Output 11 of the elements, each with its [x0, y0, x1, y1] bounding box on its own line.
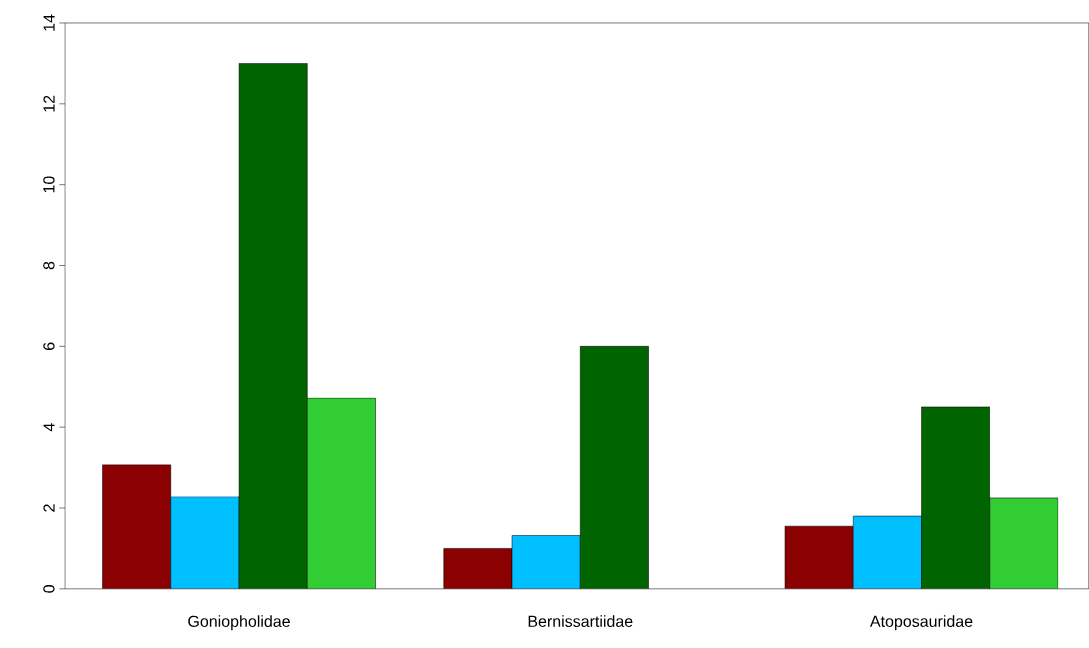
- y-tick-label: 8: [43, 261, 55, 270]
- x-tick-label: Bernissartiidae: [528, 615, 633, 628]
- y-tick-label: 6: [43, 342, 55, 351]
- y-tick-label: 14: [43, 14, 55, 31]
- y-tick-label: 4: [43, 423, 55, 432]
- y-tick-label: 10: [43, 176, 55, 193]
- y-tick-label: 12: [43, 95, 55, 112]
- x-tick-label: Goniopholidae: [188, 615, 290, 631]
- y-tick-label: 0: [43, 585, 55, 593]
- x-tick-label: Atoposauridae: [869, 615, 973, 631]
- y-tick-label: 2: [43, 504, 55, 512]
